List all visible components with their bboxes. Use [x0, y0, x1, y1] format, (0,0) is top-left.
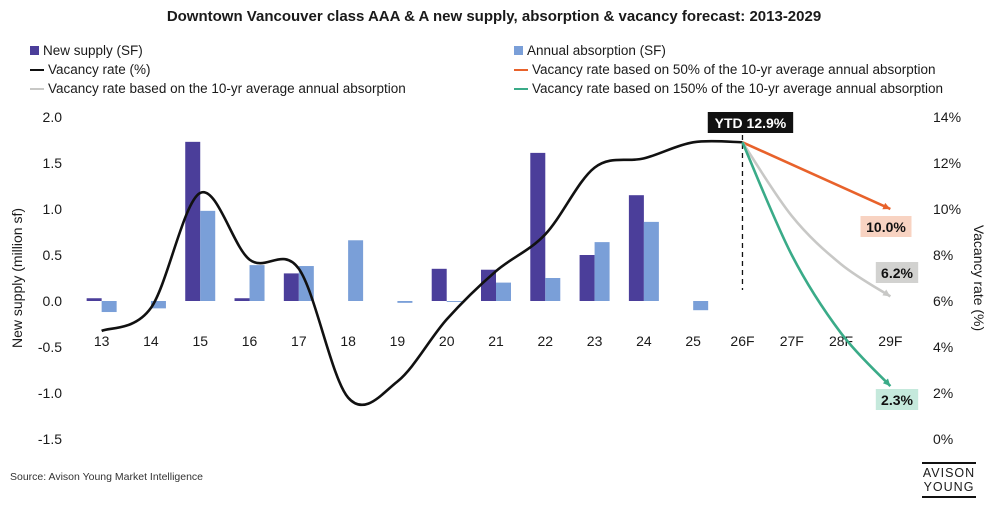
x-tick-label: 29F — [878, 333, 902, 349]
legend-forecast-150: Vacancy rate based on 150% of the 10-yr … — [514, 81, 943, 96]
legend-swatch — [514, 87, 528, 90]
y-tick-label: 0.0 — [43, 293, 63, 309]
bar-new-supply — [234, 298, 250, 301]
y2-tick-label: 2% — [933, 385, 953, 401]
bar-absorption — [643, 221, 659, 301]
y-axis-title: New supply (million sf) — [9, 208, 25, 348]
avison-young-logo: AVISON YOUNG — [922, 462, 976, 498]
y2-tick-label: 12% — [933, 155, 961, 171]
y2-tick-label: 6% — [933, 293, 953, 309]
bar-new-supply — [579, 255, 595, 301]
x-tick-label: 19 — [390, 333, 406, 349]
forecast-50-label-box — [860, 216, 912, 237]
forecast-150-line — [741, 141, 892, 387]
x-tick-label: 15 — [192, 333, 208, 349]
bar-new-supply — [86, 298, 102, 301]
ytd-label: YTD 12.9% — [707, 112, 794, 133]
x-tick-label: 25 — [685, 333, 701, 349]
ytd-label-box — [707, 112, 794, 133]
forecast-100-label-box — [875, 262, 919, 283]
legend-new-supply: New supply (SF) — [30, 43, 143, 58]
forecast-150-label-box — [875, 389, 919, 410]
chart-title: Downtown Vancouver class AAA & A new sup… — [166, 8, 822, 25]
forecast-100-label-text: 6.2% — [881, 265, 913, 281]
legend-vacancy: Vacancy rate (%) — [30, 62, 151, 77]
bar-new-supply — [481, 269, 496, 301]
forecast-150-line-arrowhead — [882, 378, 891, 387]
forecast-50-line — [741, 141, 891, 211]
legend-label: New supply (SF) — [43, 43, 143, 58]
y-tick-label: 0.5 — [43, 247, 63, 263]
legend-label: Vacancy rate based on 150% of the 10-yr … — [532, 81, 944, 96]
y2-tick-label: 10% — [933, 201, 961, 217]
y2-tick-label: 8% — [933, 247, 953, 263]
ytd-label-text: YTD 12.9% — [715, 115, 787, 131]
legend-label: Vacancy rate based on the 10-yr average … — [48, 81, 406, 96]
forecast-150-label-text: 2.3% — [881, 392, 913, 408]
source-note: Source: Avison Young Market Intelligence — [10, 471, 204, 483]
bar-new-supply — [185, 141, 201, 301]
bar-absorption — [594, 242, 610, 301]
forecast-50-line-arrowhead — [882, 202, 891, 210]
y-tick-label: 2.0 — [43, 109, 63, 125]
legend-swatch — [514, 68, 528, 71]
forecast-50-label-text: 10.0% — [866, 219, 906, 235]
forecast-100-line — [741, 141, 892, 298]
y2-tick-label: 14% — [933, 109, 961, 125]
x-tick-label: 22 — [538, 333, 554, 349]
legend-swatch — [30, 46, 39, 55]
y-tick-label: -0.5 — [38, 339, 62, 355]
x-tick-label: 26F — [730, 333, 754, 349]
bar-absorption — [496, 282, 511, 301]
bar-absorption — [446, 301, 462, 302]
y-tick-label: -1.5 — [38, 431, 62, 447]
x-tick-label: 23 — [587, 333, 603, 349]
bar-new-supply — [530, 152, 546, 301]
x-tick-label: 28F — [829, 333, 853, 349]
forecast-50-label: 10.0% — [860, 216, 912, 237]
x-tick-label: 14 — [143, 333, 159, 349]
bar-new-supply — [628, 195, 644, 301]
vacancy-rate-line — [101, 139, 743, 406]
logo-line-2: YOUNG — [923, 480, 975, 494]
bar-absorption — [101, 301, 117, 313]
x-tick-label: 21 — [488, 333, 504, 349]
legend-label: Annual absorption (SF) — [527, 43, 666, 58]
legend-label: Vacancy rate (%) — [48, 62, 151, 77]
forecast-150-label: 2.3% — [875, 389, 919, 410]
legend-swatch — [514, 46, 523, 55]
legend-forecast-100: Vacancy rate based on the 10-yr average … — [30, 81, 406, 96]
x-tick-label: 27F — [780, 333, 804, 349]
x-tick-label: 18 — [340, 333, 356, 349]
bar-absorption — [200, 210, 216, 301]
forecast-100-label: 6.2% — [875, 262, 919, 283]
x-tick-label: 20 — [439, 333, 455, 349]
y2-tick-label: 0% — [933, 431, 953, 447]
y2-axis-title: Vacancy rate (%) — [971, 225, 987, 331]
legend-label: Vacancy rate based on 50% of the 10-yr a… — [532, 62, 936, 77]
bar-absorption — [693, 301, 709, 311]
x-tick-label: 16 — [242, 333, 258, 349]
bar-new-supply — [283, 273, 299, 301]
forecast-100-line-arrowhead — [882, 289, 891, 297]
x-tick-label: 24 — [636, 333, 652, 349]
bar-absorption — [348, 240, 364, 301]
x-tick-label: 13 — [94, 333, 110, 349]
bar-new-supply — [431, 268, 447, 301]
y-tick-label: -1.0 — [38, 385, 62, 401]
legend-absorption: Annual absorption (SF) — [514, 43, 666, 58]
bar-absorption — [397, 301, 413, 303]
y2-tick-label: 4% — [933, 339, 953, 355]
y-tick-label: 1.5 — [43, 155, 63, 171]
bar-absorption — [150, 301, 166, 309]
legend-forecast-50: Vacancy rate based on 50% of the 10-yr a… — [514, 62, 936, 77]
x-tick-label: 17 — [291, 333, 307, 349]
bar-absorption — [545, 278, 561, 301]
logo-line-1: AVISON — [922, 466, 976, 480]
bar-absorption — [249, 265, 265, 301]
legend-swatch — [30, 87, 44, 90]
legend-swatch — [30, 68, 44, 71]
y-tick-label: 1.0 — [43, 201, 63, 217]
